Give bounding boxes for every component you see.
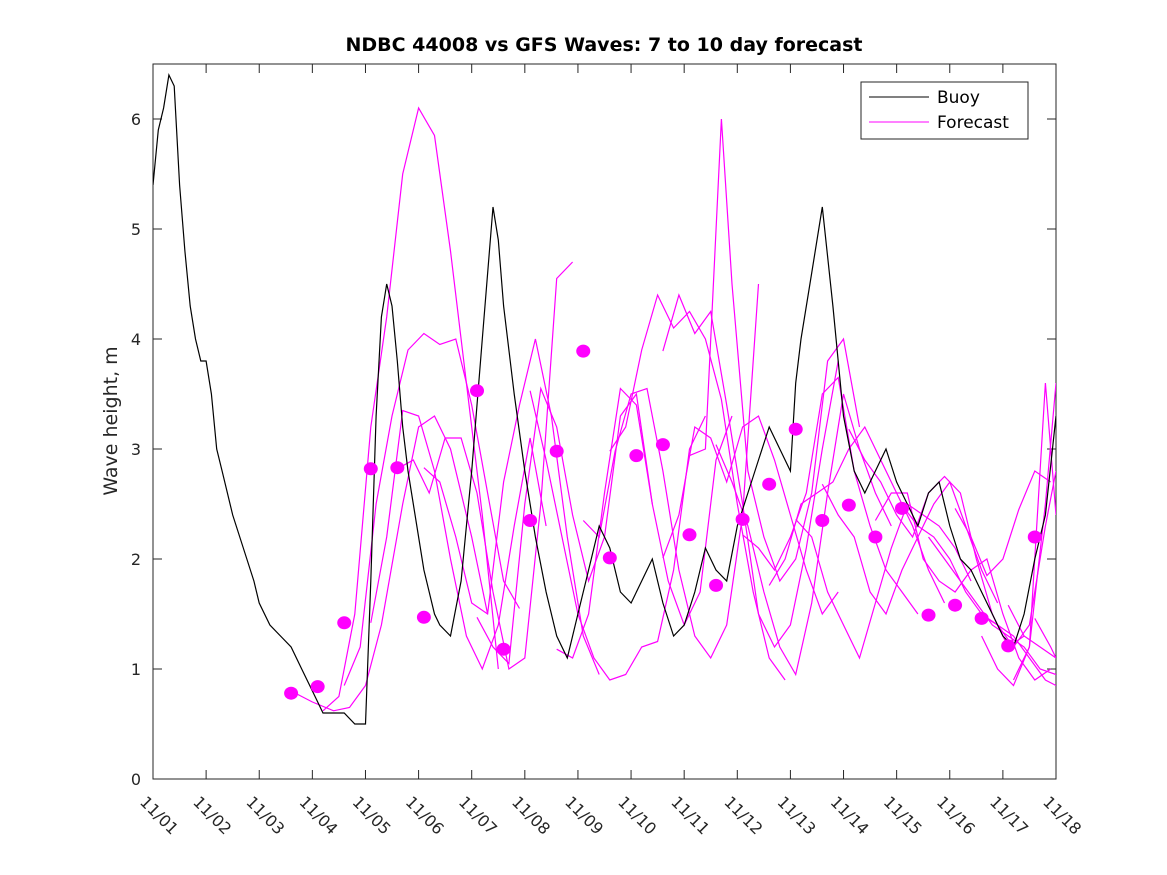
forecast-marker — [974, 611, 989, 625]
forecast-line — [343, 332, 521, 686]
forecast-line — [397, 261, 574, 671]
forecast-line — [768, 425, 946, 604]
forecast-marker — [682, 528, 697, 542]
chart-title: NDBC 44008 vs GFS Waves: 7 to 10 day for… — [345, 34, 862, 56]
forecast-marker — [1001, 639, 1016, 653]
legend: Buoy Forecast — [860, 81, 1029, 140]
forecast-marker — [894, 501, 909, 515]
forecast-marker — [602, 551, 617, 565]
forecast-marker — [788, 422, 803, 436]
forecast-line — [795, 503, 972, 660]
forecast-line — [290, 415, 489, 712]
forecast-line — [1007, 604, 1056, 659]
forecast-line — [423, 338, 600, 675]
forecast-marker — [868, 530, 883, 544]
forecast-line — [981, 470, 1056, 649]
forecast-marker — [709, 578, 724, 592]
forecast-marker — [815, 514, 830, 527]
forecast-marker — [921, 608, 936, 622]
forecast-marker — [284, 686, 299, 700]
forecast-marker — [390, 461, 405, 475]
forecast-line — [742, 376, 919, 615]
forecast-line — [662, 415, 839, 616]
buoy-series — [153, 73, 1056, 725]
forecast-marker — [523, 514, 538, 527]
forecast-line — [556, 387, 733, 659]
legend-buoy-label: Buoy — [937, 88, 980, 108]
forecast-line — [662, 293, 839, 649]
forecast-marker — [337, 616, 352, 630]
forecast-marker — [363, 462, 378, 476]
forecast-marker — [496, 642, 511, 656]
forecast-line — [529, 390, 706, 681]
forecast-marker — [735, 512, 750, 526]
forecast-marker — [629, 449, 644, 463]
forecast-marker — [841, 498, 856, 512]
forecast-line — [322, 106, 499, 712]
forecast-marker — [948, 598, 963, 612]
forecast-line — [981, 382, 1056, 687]
forecast-line — [1034, 618, 1056, 659]
plot-area — [152, 63, 1057, 780]
legend-box — [860, 81, 1029, 140]
y-tick-label: 3 — [131, 440, 141, 459]
forecast-line — [476, 386, 653, 665]
y-tick-label: 2 — [131, 550, 141, 569]
forecast-marker — [416, 610, 431, 624]
y-tick-label: 5 — [131, 220, 141, 239]
forecast-marker — [762, 477, 777, 491]
y-tick-label: 0 — [131, 770, 141, 789]
forecast-line — [1012, 382, 1056, 681]
forecast-marker — [470, 384, 485, 398]
forecast-series — [290, 106, 1056, 712]
forecast-marker — [310, 680, 325, 694]
forecast-line — [954, 470, 1052, 577]
y-axis-label: Wave height, m — [100, 346, 122, 495]
y-tick-label: 6 — [131, 110, 141, 129]
legend-forecast-label: Forecast — [937, 113, 1009, 133]
y-axis: 0 1 2 3 4 5 6 — [131, 110, 1056, 789]
forecast-line — [582, 283, 760, 660]
forecast-marker — [655, 438, 670, 452]
forecast-line — [689, 118, 861, 583]
forecast-marker — [549, 444, 564, 458]
y-tick-label: 1 — [131, 660, 141, 679]
forecast-line — [928, 536, 1056, 676]
y-tick-label: 4 — [131, 330, 141, 349]
forecast-marker — [1027, 530, 1042, 544]
buoy-line — [153, 73, 1056, 725]
forecast-line — [609, 293, 786, 681]
forecast-markers — [284, 344, 1042, 700]
forecast-marker — [576, 344, 591, 358]
forecast-line — [874, 492, 1052, 681]
